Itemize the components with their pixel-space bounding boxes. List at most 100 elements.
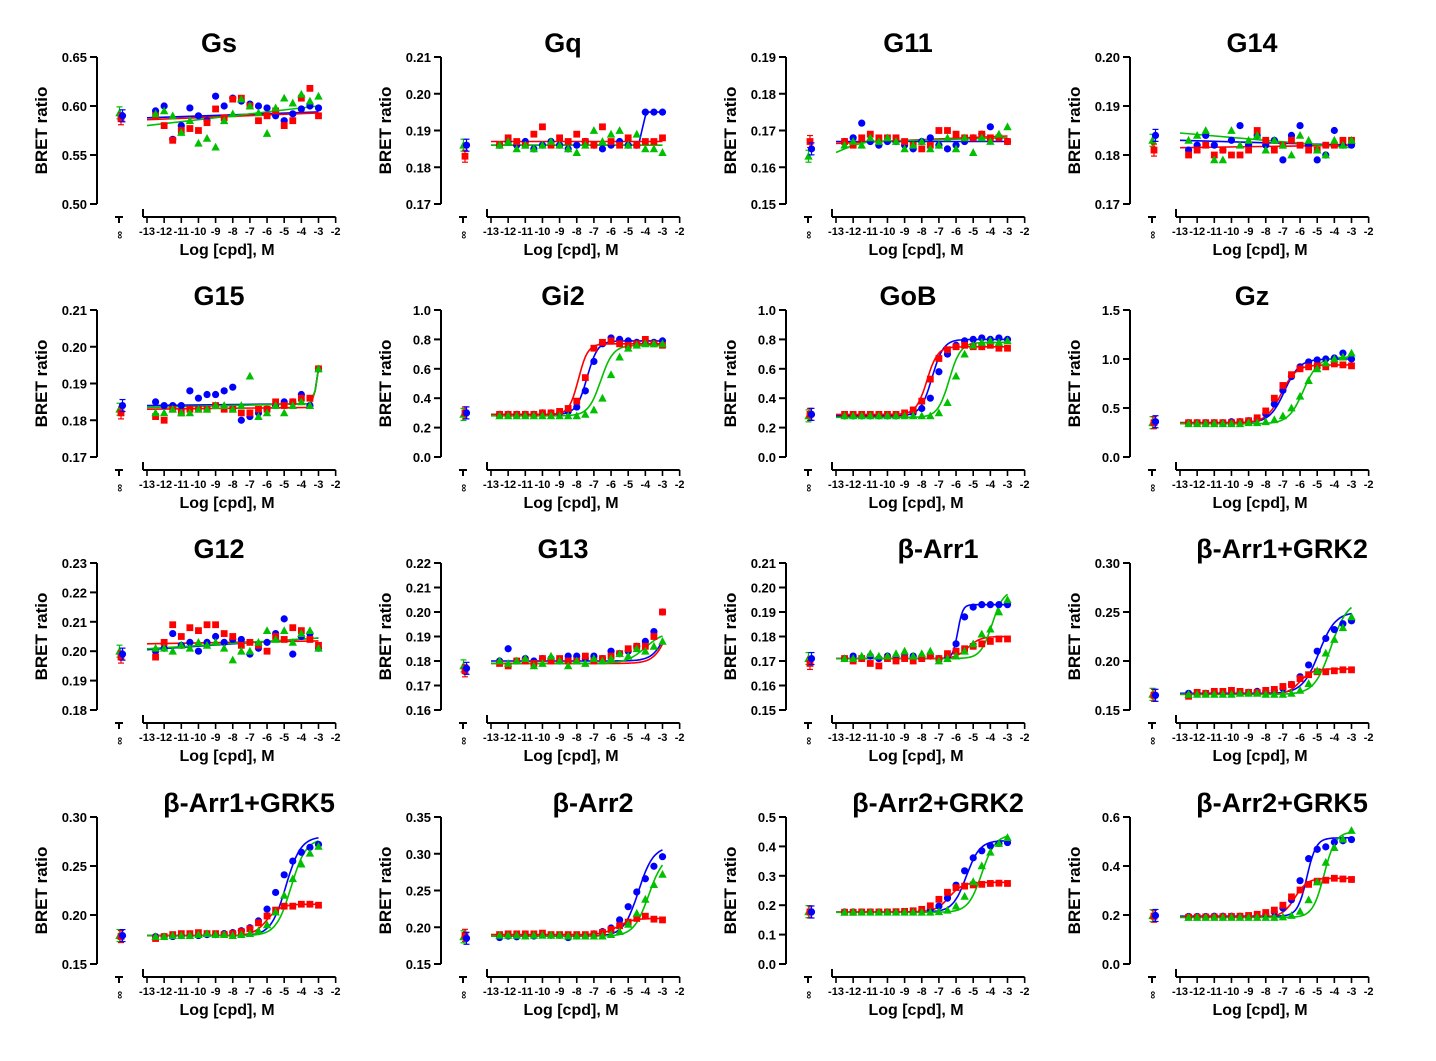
data-point-green [891,411,901,420]
data-point-green [572,411,581,420]
data-point-green [297,629,306,637]
data-point-green [159,408,169,417]
data-point-red [926,902,934,910]
data-point-red [573,130,581,138]
data-point-red [1279,901,1287,909]
data-point-red [1296,886,1304,894]
data-point-blue [650,862,658,870]
data-point-red [978,640,986,648]
data-point-green [185,116,195,125]
data-point-red [255,919,262,927]
data-point-red [547,141,555,149]
x-tick-label: -11 [518,986,533,998]
data-point-green [503,930,513,939]
x-tick-label: -6 [1295,986,1305,998]
data-point-green [1210,155,1219,164]
data-point-green [529,411,539,420]
data-point-blue [1322,634,1330,643]
data-point-red [556,408,563,415]
control-point-blue [462,409,471,417]
data-point-green [951,651,961,660]
x-tick-label: -3 [314,986,324,998]
y-tick-label: 0.19 [406,630,431,645]
x-tick-label: -11 [518,226,533,238]
data-point-blue [969,854,977,862]
y-tick-label: 0.21 [62,303,87,318]
x-tick-label: -2 [675,986,685,998]
data-point-green [883,651,892,660]
x-tick-label: -12 [500,479,516,491]
data-point-red [641,138,649,145]
y-tick-label: 0.20 [406,920,431,935]
data-point-red [237,641,245,649]
y-tick-label: 0.25 [406,884,431,899]
data-point-green [1278,411,1288,420]
data-point-green [219,643,229,652]
y-tick-label: 0.22 [406,556,431,571]
data-point-green [1201,126,1210,134]
y-tick-label: 0.60 [62,99,87,114]
x-tick-label: -3 [1003,479,1013,491]
data-point-green [177,931,186,939]
data-point-green [606,930,616,938]
data-point-green [951,371,961,380]
data-point-green [960,349,969,358]
y-axis-label: BRET ratio [32,593,51,681]
panel-title: β-Arr1 [898,534,979,564]
y-tick-label: 0.15 [1095,703,1120,718]
data-point-green [848,137,858,145]
data-point-red [1348,876,1355,883]
data-point-green [271,907,280,916]
data-point-green [1347,826,1356,834]
data-point-green [262,408,272,417]
x-tick-label: -3 [1003,986,1013,998]
data-point-blue [598,145,607,153]
data-point-green [1227,419,1236,428]
data-point-green [1330,635,1339,643]
x-tick-label: -10 [879,226,895,238]
data-point-green [857,140,866,149]
y-tick-label: 0.18 [751,630,776,645]
y-tick-label: 1.0 [758,303,776,318]
data-point-red [539,123,546,131]
data-point-blue [1330,838,1338,846]
data-point-red [995,879,1003,887]
x-tick-infinity: ∞ [114,484,126,492]
data-point-red [1270,906,1278,914]
data-point-green [1287,150,1296,159]
data-point-blue [590,357,598,366]
data-point-green [960,133,969,142]
y-tick-label: 0.15 [751,197,776,212]
data-point-green [1235,140,1245,149]
data-point-blue [1313,356,1321,364]
data-point-green [305,401,315,409]
data-point-green [840,140,849,149]
data-point-red [944,650,951,658]
panel-title: β-Arr2 [553,788,634,818]
x-axis-label: Log [cpd], M [523,1002,618,1019]
data-point-green [632,129,641,138]
x-tick-label: -10 [534,732,550,744]
x-axis-label: Log [cpd], M [868,1002,963,1019]
x-tick-label: -13 [483,226,499,238]
data-point-green [1270,689,1279,698]
x-tick-label: -5 [623,986,633,998]
data-point-blue [212,390,220,399]
data-point-green [237,94,246,103]
data-point-green [632,908,641,917]
data-point-green [1003,595,1012,604]
data-point-green [194,404,203,413]
data-point-green [271,635,280,643]
fit-curve-green [147,840,319,937]
data-point-blue [935,902,943,910]
data-point-red [1305,671,1313,679]
data-point-green [512,144,521,153]
data-point-red [944,346,951,354]
x-tick-label: -2 [1020,732,1030,744]
x-tick-label: -13 [828,479,844,491]
data-point-green [529,661,539,670]
x-tick-infinity: ∞ [1147,737,1159,745]
data-point-green [228,404,237,413]
data-point-red [978,880,986,888]
